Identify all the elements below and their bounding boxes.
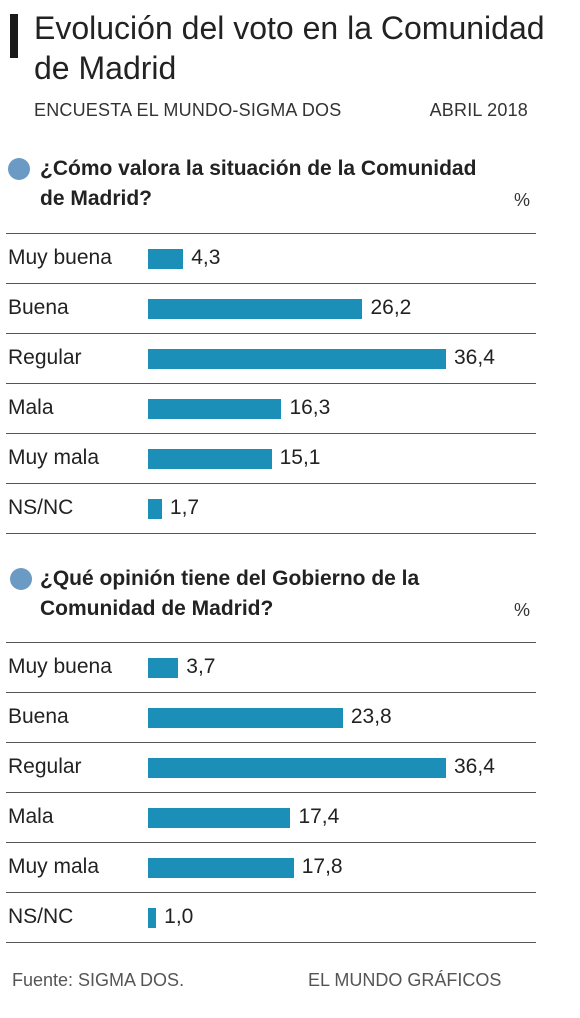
chart-2-row: Buena 23,8 xyxy=(6,692,536,742)
chart-1-row: Muy mala 15,1 xyxy=(6,433,536,483)
chart-2-row: Regular 36,4 xyxy=(6,742,536,792)
question-2-dot-icon xyxy=(10,568,32,590)
question-2-title: ¿Qué opinión tiene del Gobierno de la Co… xyxy=(40,567,420,620)
bar xyxy=(148,249,184,269)
data-label: 17,8 xyxy=(301,855,343,878)
question-1-dot-icon xyxy=(8,158,30,180)
category-label: Mala xyxy=(8,396,54,419)
bar xyxy=(148,399,282,419)
chart-1-row: Muy buena 4,3 xyxy=(6,233,536,283)
footer-source: Fuente: SIGMA DOS. xyxy=(12,970,185,990)
chart-1-row: Regular 36,4 xyxy=(6,333,536,383)
category-label: Muy buena xyxy=(8,246,112,269)
bar xyxy=(148,858,294,878)
survey-source: ENCUESTA EL MUNDO-SIGMA DOS xyxy=(34,100,342,120)
data-label: 4,3 xyxy=(191,246,221,269)
chart-2-rows: Muy buena 3,7 Buena 23,8 Regular 36,4 Mala 17,4… xyxy=(6,642,536,943)
category-label: Buena xyxy=(8,705,69,728)
category-label: Muy buena xyxy=(8,655,112,678)
chart-2-row: Muy buena 3,7 xyxy=(6,642,536,692)
category-label: NS/NC xyxy=(8,905,74,928)
data-label: 16,3 xyxy=(289,396,331,419)
chart-2-row: Muy mala 17,8 xyxy=(6,842,536,892)
data-label: 26,2 xyxy=(370,296,412,319)
data-label: 36,4 xyxy=(454,346,495,369)
chart-1-row: Mala 16,3 xyxy=(6,383,536,433)
title-accent-bar xyxy=(10,14,18,58)
survey-date: ABRIL 2018 xyxy=(429,100,528,120)
bar xyxy=(148,708,343,728)
chart-1-rows: Muy buena 4,3 Buena 26,2 Regular 36,4 Mala 16,3… xyxy=(6,233,536,534)
chart-1-row: NS/NC 1,7 xyxy=(6,483,536,534)
category-label: Regular xyxy=(8,346,82,369)
category-label: Muy mala xyxy=(8,855,100,878)
bar xyxy=(148,299,363,319)
data-label: 36,4 xyxy=(454,755,495,778)
question-1-title: ¿Cómo valora la situación de la Comunida… xyxy=(40,157,477,210)
bar xyxy=(148,349,446,369)
data-label: 17,4 xyxy=(298,805,340,828)
bar xyxy=(148,499,162,519)
category-label: NS/NC xyxy=(8,496,74,519)
category-label: Buena xyxy=(8,296,69,319)
category-label: Mala xyxy=(8,805,54,828)
chart-1-row: Buena 26,2 xyxy=(6,283,536,333)
data-label: 1,0 xyxy=(164,905,194,928)
bar xyxy=(148,908,157,928)
data-label: 23,8 xyxy=(350,705,392,728)
question-2-unit: % xyxy=(513,600,530,620)
bar xyxy=(148,449,272,469)
page-title: Evolución del voto en la Comunidad de Ma… xyxy=(34,10,545,86)
chart-2-row: Mala 17,4 xyxy=(6,792,536,842)
chart-2-row: NS/NC 1,0 xyxy=(6,892,536,943)
data-label: 15,1 xyxy=(279,446,321,469)
data-label: 3,7 xyxy=(186,655,216,678)
footer-credit: EL MUNDO GRÁFICOS xyxy=(308,970,502,990)
category-label: Regular xyxy=(8,755,82,778)
bar xyxy=(148,808,291,828)
category-label: Muy mala xyxy=(8,446,100,469)
bar xyxy=(148,658,179,678)
data-label: 1,7 xyxy=(169,496,200,519)
bar xyxy=(148,758,446,778)
question-1-unit: % xyxy=(513,190,530,210)
